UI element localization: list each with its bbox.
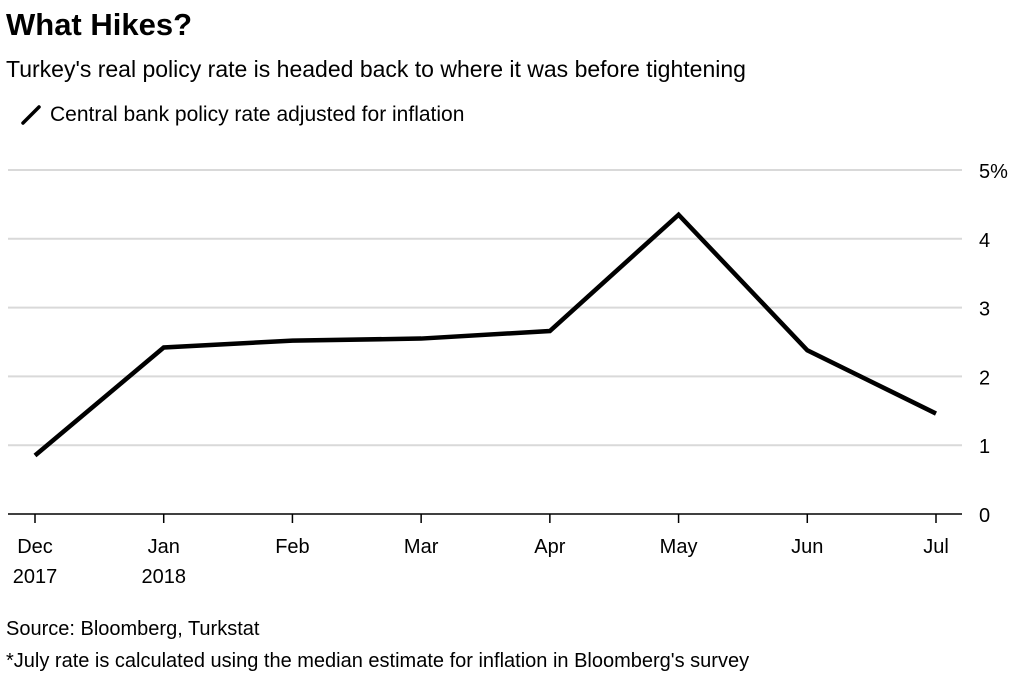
x-tick-labels: Dec 2017 Jan 2018 Feb Mar Apr May Jun Jul bbox=[13, 536, 949, 588]
legend: Central bank policy rate adjusted for in… bbox=[20, 100, 464, 130]
line-chart: 0 1 2 3 4 5% Dec 2017 Jan 2018 Feb Mar Apr May Jun Jul bbox=[8, 161, 1008, 588]
y-tick-label: 2 bbox=[979, 367, 990, 389]
y-tick-label: 0 bbox=[979, 505, 990, 527]
source-note: Source: Bloomberg, Turkstat bbox=[6, 618, 260, 640]
legend-line-swatch bbox=[21, 105, 41, 125]
y-tick-labels: 0 1 2 3 4 5% bbox=[979, 161, 1008, 527]
series-layer bbox=[33, 211, 937, 458]
x-tick-label: Jul bbox=[923, 536, 949, 558]
y-tick-label: 3 bbox=[979, 299, 990, 321]
x-tick-label: Feb bbox=[275, 536, 309, 558]
series-line bbox=[33, 211, 937, 458]
legend-label-series: Central bank policy rate adjusted for in… bbox=[50, 103, 465, 126]
x-tick-label: May bbox=[660, 536, 698, 558]
y-tick-label: 5% bbox=[979, 161, 1008, 183]
x-tick-label: 2017 bbox=[13, 566, 58, 588]
x-tick-label: Jan bbox=[148, 536, 180, 558]
x-axis bbox=[8, 513, 962, 523]
chart-subtitle: Turkey's real policy rate is headed back… bbox=[6, 56, 746, 82]
y-tick-label: 4 bbox=[979, 230, 990, 252]
x-tick-label: 2018 bbox=[141, 566, 186, 588]
x-tick-label: Apr bbox=[534, 536, 565, 558]
x-tick-label: Mar bbox=[404, 536, 439, 558]
y-tick-label: 1 bbox=[979, 436, 990, 458]
grid-lines bbox=[8, 169, 962, 447]
x-tick-label: Jun bbox=[791, 536, 823, 558]
chart-title: What Hikes? bbox=[6, 7, 193, 42]
footnote: *July rate is calculated using the media… bbox=[6, 650, 750, 672]
x-tick-label: Dec bbox=[17, 536, 53, 558]
